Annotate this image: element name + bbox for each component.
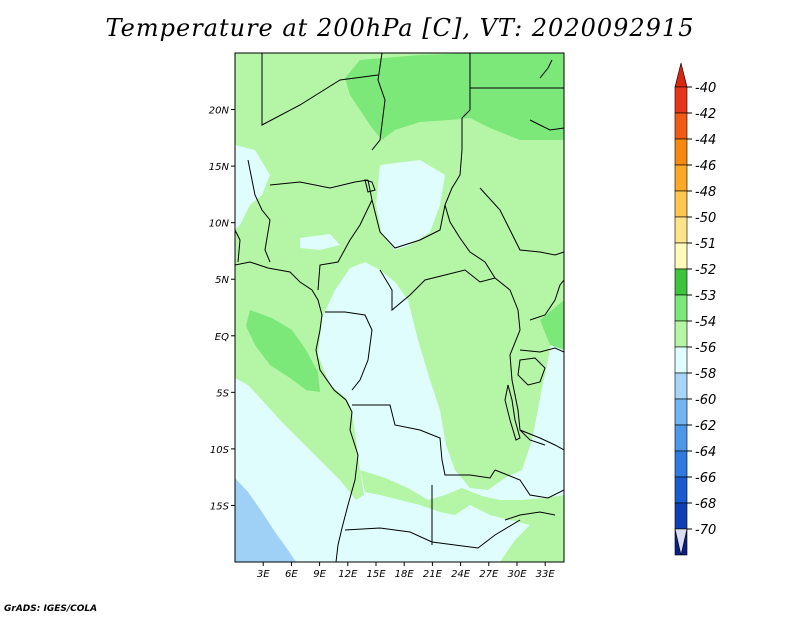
band-minus-56: [235, 478, 296, 562]
border-drc-east: [494, 277, 546, 446]
legend-swatch: [674, 138, 688, 166]
legend-label: -42: [695, 107, 716, 122]
legend-swatch: [674, 268, 688, 296]
legend-swatch: [674, 502, 688, 530]
y-tick-label: 20N: [209, 106, 230, 117]
x-tick-label: 24E: [451, 569, 471, 580]
y-tick-label: 10S: [210, 445, 230, 456]
legend-label: -62: [695, 419, 716, 434]
border-libya-egypt: [444, 53, 471, 206]
legend-swatch: [674, 476, 688, 504]
border-angola-south: [344, 519, 521, 549]
border-algeria-libya: [371, 53, 386, 151]
legend-swatch: [674, 190, 688, 218]
lake-victoria: [517, 357, 546, 386]
legend-swatch: [674, 242, 688, 270]
legend-label: -46: [695, 159, 716, 174]
x-tick-label: 27E: [479, 569, 499, 580]
x-tick-label: 12E: [338, 569, 358, 580]
legend-label: -50: [695, 211, 716, 226]
border-zimbabwe: [504, 511, 556, 521]
border-chad-car: [371, 199, 446, 249]
band-minus-52-gabon: [246, 310, 320, 392]
legend-label: -51: [695, 237, 716, 252]
band-minus-53-south: [360, 470, 564, 562]
legend-swatch: [674, 398, 688, 426]
border-tanzania: [519, 429, 564, 451]
legend-label: -53: [695, 289, 716, 304]
color-legend: -40 -42 -44 -46 -48 -50 -51 -52 -53 -54 -56 -58 -60 -…: [674, 62, 716, 556]
temperature-field: [235, 53, 564, 562]
legend-swatch: [674, 450, 688, 478]
y-tick-label: 15S: [210, 501, 230, 512]
border-niger-north: [261, 53, 379, 126]
legend-label: -56: [695, 341, 716, 356]
legend-label: -68: [695, 497, 716, 512]
map-title: Temperature at 200hPa [C], VT: 202009291…: [105, 14, 695, 42]
lake-chad: [364, 179, 376, 193]
border-sahel-west: [247, 159, 271, 263]
x-tick-label: 18E: [395, 569, 415, 580]
y-tick-label: 5S: [216, 388, 229, 399]
red-sea-coast: [539, 59, 553, 79]
x-tick-label: 33E: [536, 569, 556, 580]
band-minus-52-east: [540, 300, 564, 350]
border-sudan-ethiopia: [479, 187, 564, 256]
y-tick-label: 15N: [209, 162, 230, 173]
band-minus-52-north: [345, 53, 564, 140]
legend-label: -66: [695, 471, 716, 486]
legend-label: -70: [695, 523, 716, 538]
grads-credit: GrADS: IGES/COLA: [4, 604, 98, 614]
border-drc-angola: [352, 404, 496, 479]
lake-tanganyika: [504, 384, 521, 441]
legend-label: -60: [695, 393, 716, 408]
legend-swatch: [674, 294, 688, 322]
legend-swatch: [674, 216, 688, 244]
x-tick-label: 15E: [366, 569, 386, 580]
legend-label: -58: [695, 367, 716, 382]
border-car-south: [379, 269, 496, 312]
x-tick-label: 6E: [285, 569, 298, 580]
pale-patch-north: [376, 160, 445, 250]
border-niger-nigeria: [269, 179, 369, 189]
plot-frame: [234, 52, 565, 563]
legend-top-arrow: [674, 62, 688, 88]
y-tick-label: 5N: [215, 275, 229, 286]
border-uganda-kenya: [519, 347, 564, 353]
x-tick-label: 30E: [507, 569, 527, 580]
border-west-coast-north: [235, 229, 241, 263]
legend-label: -44: [695, 133, 716, 148]
legend-swatch: [674, 112, 688, 140]
legend-swatch: [674, 320, 688, 348]
legend-label: -54: [695, 315, 716, 330]
x-tick-label: 3E: [257, 569, 270, 580]
pale-patch-sahel: [300, 234, 340, 250]
y-axis: 20N 15N 10N 5N EQ 5S 10S 15S: [209, 106, 235, 512]
legend-swatch: [674, 86, 688, 114]
legend-label: -48: [695, 185, 716, 200]
border-nile-area: [529, 119, 564, 131]
x-tick-label: 21E: [423, 569, 443, 580]
legend-label: -64: [695, 445, 716, 460]
pale-patch-west: [235, 145, 270, 230]
legend-label: -52: [695, 263, 716, 278]
x-tick-label: 9E: [313, 569, 326, 580]
border-east-africa: [529, 279, 564, 321]
legend-swatch: [674, 164, 688, 192]
legend-label: -40: [695, 81, 716, 96]
legend-swatch: [674, 424, 688, 452]
coastline-west: [235, 261, 359, 562]
border-chad-sudan: [444, 204, 496, 279]
legend-swatch: [674, 372, 688, 400]
y-tick-label: 10N: [209, 219, 230, 230]
y-tick-label: EQ: [215, 332, 229, 343]
x-axis: 3E 6E 9E 12E 15E 18E 21E 24E 27E 30E 33E: [257, 562, 556, 580]
border-cameroon-congo: [325, 311, 373, 391]
border-zambia-east: [494, 469, 564, 499]
legend-bottom-arrow: [674, 528, 688, 556]
country-borders: [235, 53, 564, 562]
legend-swatch: [674, 346, 688, 374]
